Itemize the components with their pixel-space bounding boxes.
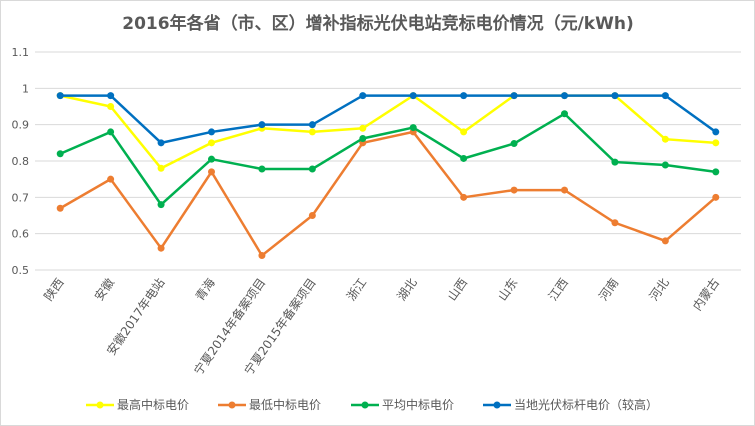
data-point [561, 92, 568, 100]
data-point [208, 139, 215, 147]
data-point [460, 128, 468, 136]
data-point [308, 165, 316, 173]
data-point [107, 128, 115, 136]
x-tick-label: 陕西 [41, 275, 67, 303]
legend-label: 最高中标电价 [117, 397, 189, 412]
legend-marker [361, 401, 369, 409]
legend-marker [96, 401, 104, 409]
data-point [308, 128, 316, 136]
x-tick-label: 内蒙古 [689, 275, 722, 313]
data-point [460, 92, 468, 100]
data-point [359, 92, 367, 100]
data-point [510, 140, 518, 148]
x-tick-label: 河北 [647, 276, 672, 304]
x-tick-label: 湖北 [394, 275, 420, 303]
y-tick-label: 0.5 [12, 264, 30, 277]
x-tick-label: 浙江 [344, 276, 369, 304]
data-point [208, 155, 215, 163]
data-point [107, 92, 115, 100]
data-point [409, 124, 417, 132]
data-point [460, 154, 468, 162]
data-point [258, 165, 266, 173]
series-line [59, 112, 716, 207]
legend-marker [228, 401, 236, 409]
legend-label: 平均中标电价 [382, 397, 454, 412]
series-line [59, 130, 717, 258]
x-tick-label: 河南 [595, 275, 621, 303]
data-point [460, 193, 468, 201]
data-point [661, 135, 669, 143]
data-point [258, 251, 266, 259]
data-point [56, 204, 64, 212]
data-point [107, 103, 115, 110]
data-point [510, 92, 518, 100]
legend-label: 当地光伏标杆电价（较高） [514, 397, 658, 412]
x-tick-label: 安徽 [91, 275, 117, 303]
y-tick-label: 1 [22, 82, 29, 95]
x-tick-label: 江西 [546, 276, 571, 304]
data-point [157, 244, 165, 252]
series-line [60, 94, 717, 145]
data-point [712, 193, 720, 201]
y-tick-label: 0.6 [12, 228, 30, 241]
y-tick-label: 1.1 [12, 46, 30, 59]
data-point [611, 92, 619, 100]
data-point [308, 212, 316, 219]
data-point [661, 237, 669, 245]
legend-marker [493, 401, 501, 409]
data-point [661, 161, 669, 169]
data-point [510, 186, 518, 194]
data-point [56, 92, 64, 100]
data-point [359, 124, 367, 132]
data-point [107, 175, 115, 183]
data-point [611, 158, 619, 166]
data-point [208, 168, 215, 176]
data-point [157, 164, 165, 172]
data-point [359, 134, 367, 142]
data-point [661, 92, 669, 100]
data-point [56, 150, 64, 158]
data-point [561, 186, 568, 194]
legend-label: 最低中标电价 [249, 397, 321, 412]
data-point [561, 110, 568, 118]
data-point [712, 168, 720, 176]
data-point [157, 139, 165, 147]
data-point [712, 139, 720, 147]
chart-title: 2016年各省（市、区）增补指标光伏电站竞标电价情况（元/kWh) [122, 13, 633, 34]
data-point [712, 128, 720, 136]
y-tick-label: 0.8 [12, 155, 30, 168]
data-point [308, 121, 316, 129]
data-point [611, 219, 619, 227]
x-tick-label: 山东 [495, 276, 520, 304]
data-point [208, 128, 215, 136]
y-tick-label: 0.9 [12, 119, 30, 132]
x-tick-label: 山西 [445, 276, 470, 304]
data-point [409, 92, 417, 100]
data-point [157, 201, 165, 209]
y-tick-label: 0.7 [12, 191, 30, 204]
x-tick-label: 青海 [192, 275, 218, 303]
data-point [258, 121, 266, 129]
